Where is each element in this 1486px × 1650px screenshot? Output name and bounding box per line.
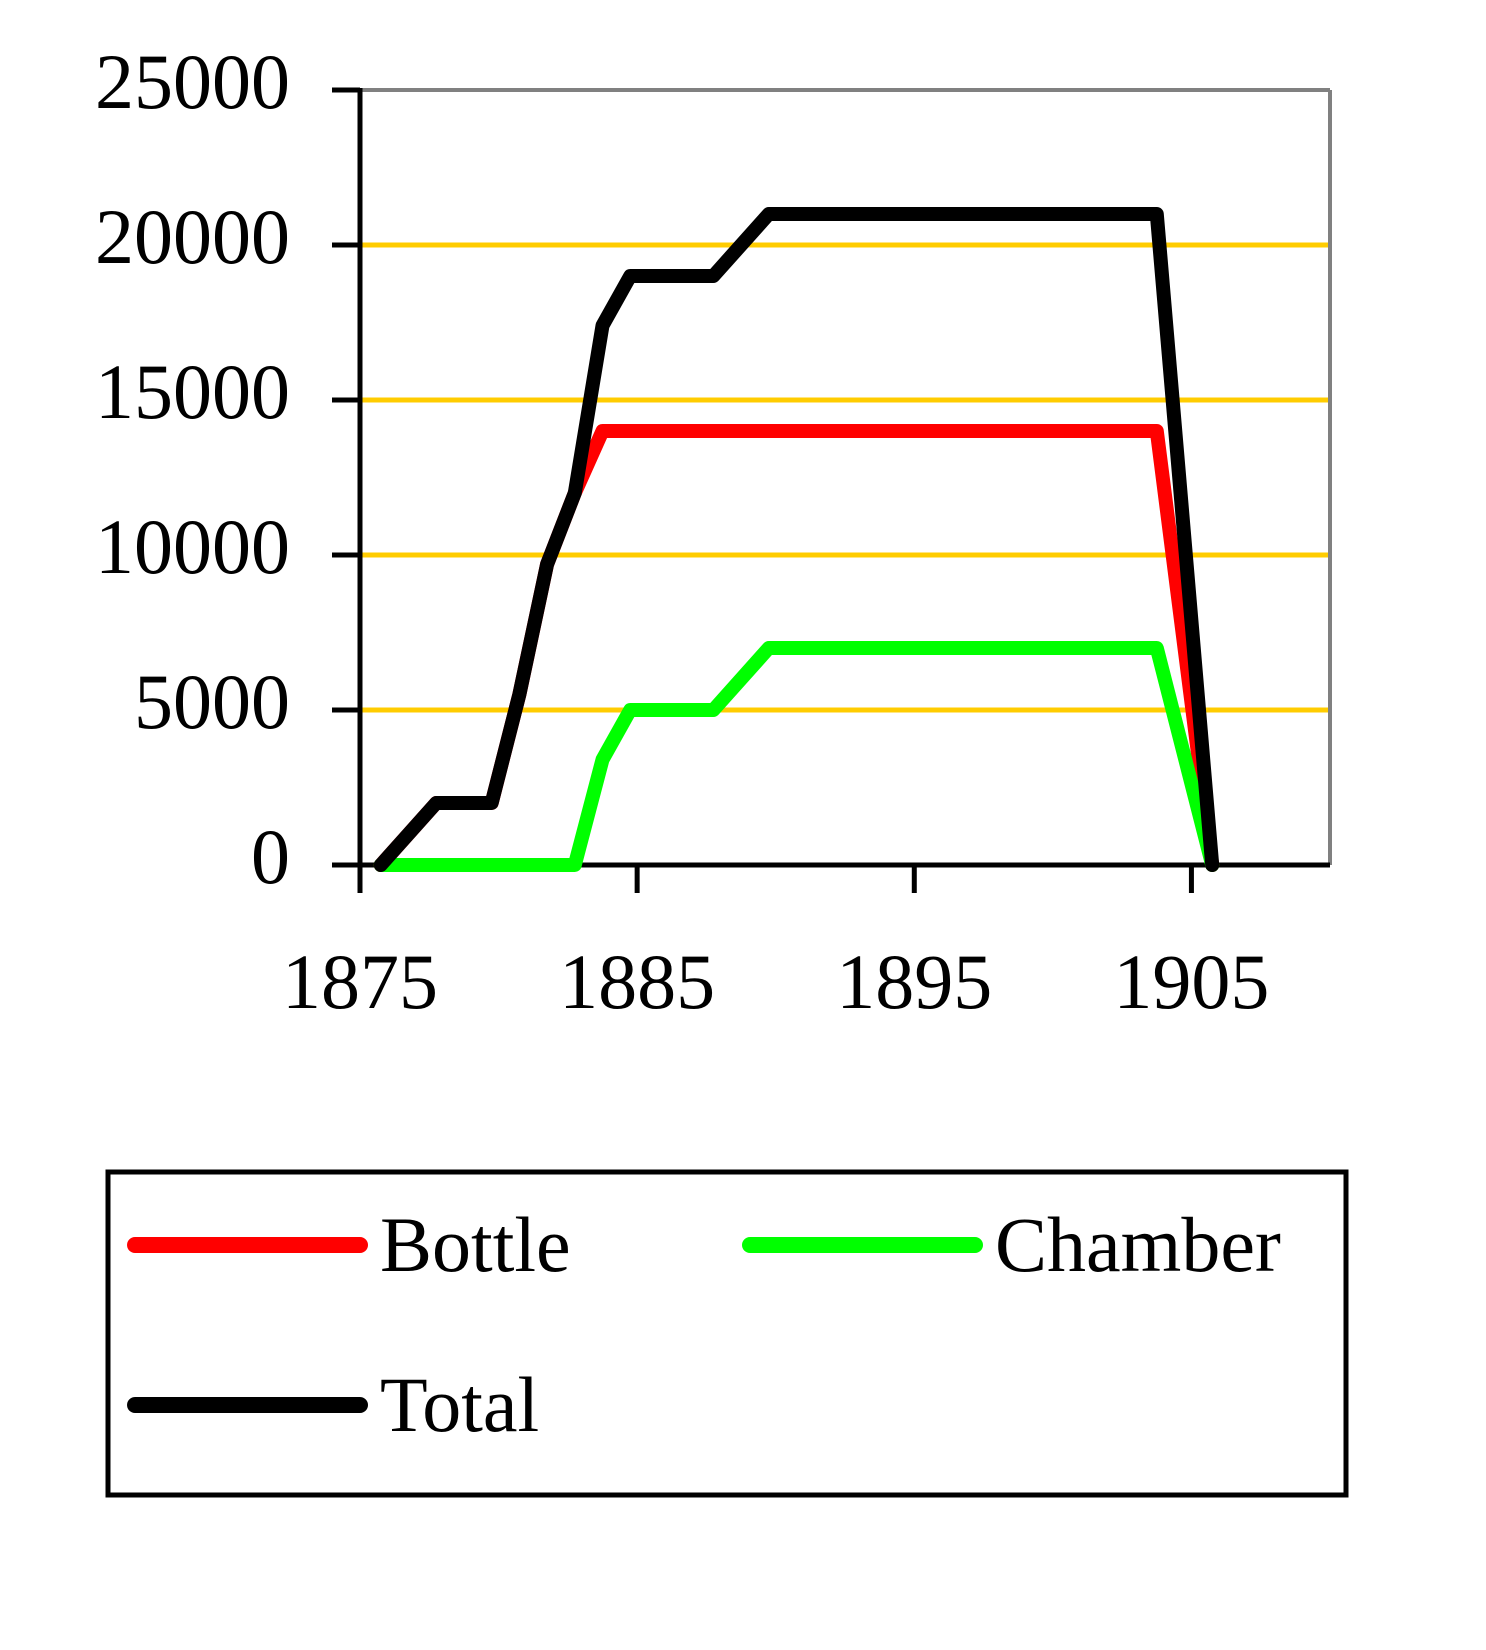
y-tick-label: 20000 bbox=[95, 193, 290, 280]
legend-box bbox=[105, 1169, 1349, 1498]
legend-label: Total bbox=[380, 1361, 539, 1448]
legend-label: Bottle bbox=[380, 1201, 571, 1288]
legend-label: Chamber bbox=[995, 1201, 1281, 1288]
x-tick-label: 1905 bbox=[1113, 938, 1269, 1025]
x-tick-label: 1885 bbox=[559, 938, 715, 1025]
y-tick-label: 0 bbox=[251, 813, 290, 900]
series-line bbox=[373, 641, 1220, 872]
y-tick-label: 25000 bbox=[95, 38, 290, 125]
series-line bbox=[373, 207, 1220, 872]
y-tick-label: 15000 bbox=[95, 348, 290, 435]
y-tick-label: 5000 bbox=[134, 658, 290, 745]
y-tick-label: 10000 bbox=[95, 503, 290, 590]
x-tick-label: 1895 bbox=[836, 938, 992, 1025]
x-tick-label: 1875 bbox=[282, 938, 438, 1025]
